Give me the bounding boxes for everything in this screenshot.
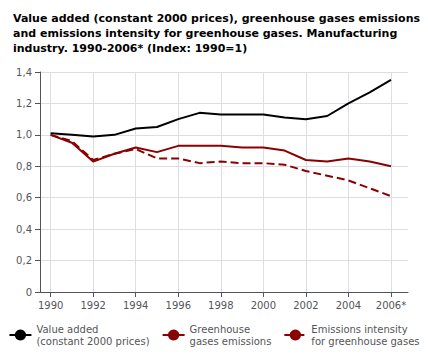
svg-text:and emissions intensity for gr: and emissions intensity for greenhouse g… (13, 27, 397, 40)
svg-text:1,4: 1,4 (16, 67, 32, 78)
svg-text:0,6: 0,6 (16, 192, 32, 203)
svg-text:Emissions intensity: Emissions intensity (311, 324, 407, 335)
svg-text:2006*: 2006* (376, 300, 406, 311)
svg-text:0,2: 0,2 (16, 255, 32, 266)
svg-text:Greenhouse: Greenhouse (190, 324, 250, 335)
svg-text:gases emissions: gases emissions (190, 336, 272, 347)
svg-text:1992: 1992 (80, 300, 105, 311)
svg-text:1,0: 1,0 (16, 129, 32, 140)
svg-text:1998: 1998 (208, 300, 233, 311)
svg-text:0,4: 0,4 (16, 224, 32, 235)
svg-text:1996: 1996 (166, 300, 191, 311)
svg-text:for greenhouse gases: for greenhouse gases (311, 336, 419, 347)
svg-text:(constant 2000 prices): (constant 2000 prices) (36, 336, 149, 347)
svg-text:2002: 2002 (293, 300, 318, 311)
svg-text:Value added (constant 2000 pri: Value added (constant 2000 prices), gree… (13, 12, 420, 25)
svg-text:1,2: 1,2 (16, 98, 32, 109)
svg-text:Value added: Value added (36, 324, 98, 335)
svg-text:industry. 1990-2006* (Index: 1: industry. 1990-2006* (Index: 1990=1) (13, 42, 247, 55)
svg-text:0,8: 0,8 (16, 161, 32, 172)
svg-text:1990: 1990 (38, 300, 63, 311)
svg-text:0: 0 (26, 287, 32, 298)
svg-text:1994: 1994 (123, 300, 148, 311)
svg-text:2000: 2000 (251, 300, 276, 311)
svg-text:2004: 2004 (336, 300, 361, 311)
